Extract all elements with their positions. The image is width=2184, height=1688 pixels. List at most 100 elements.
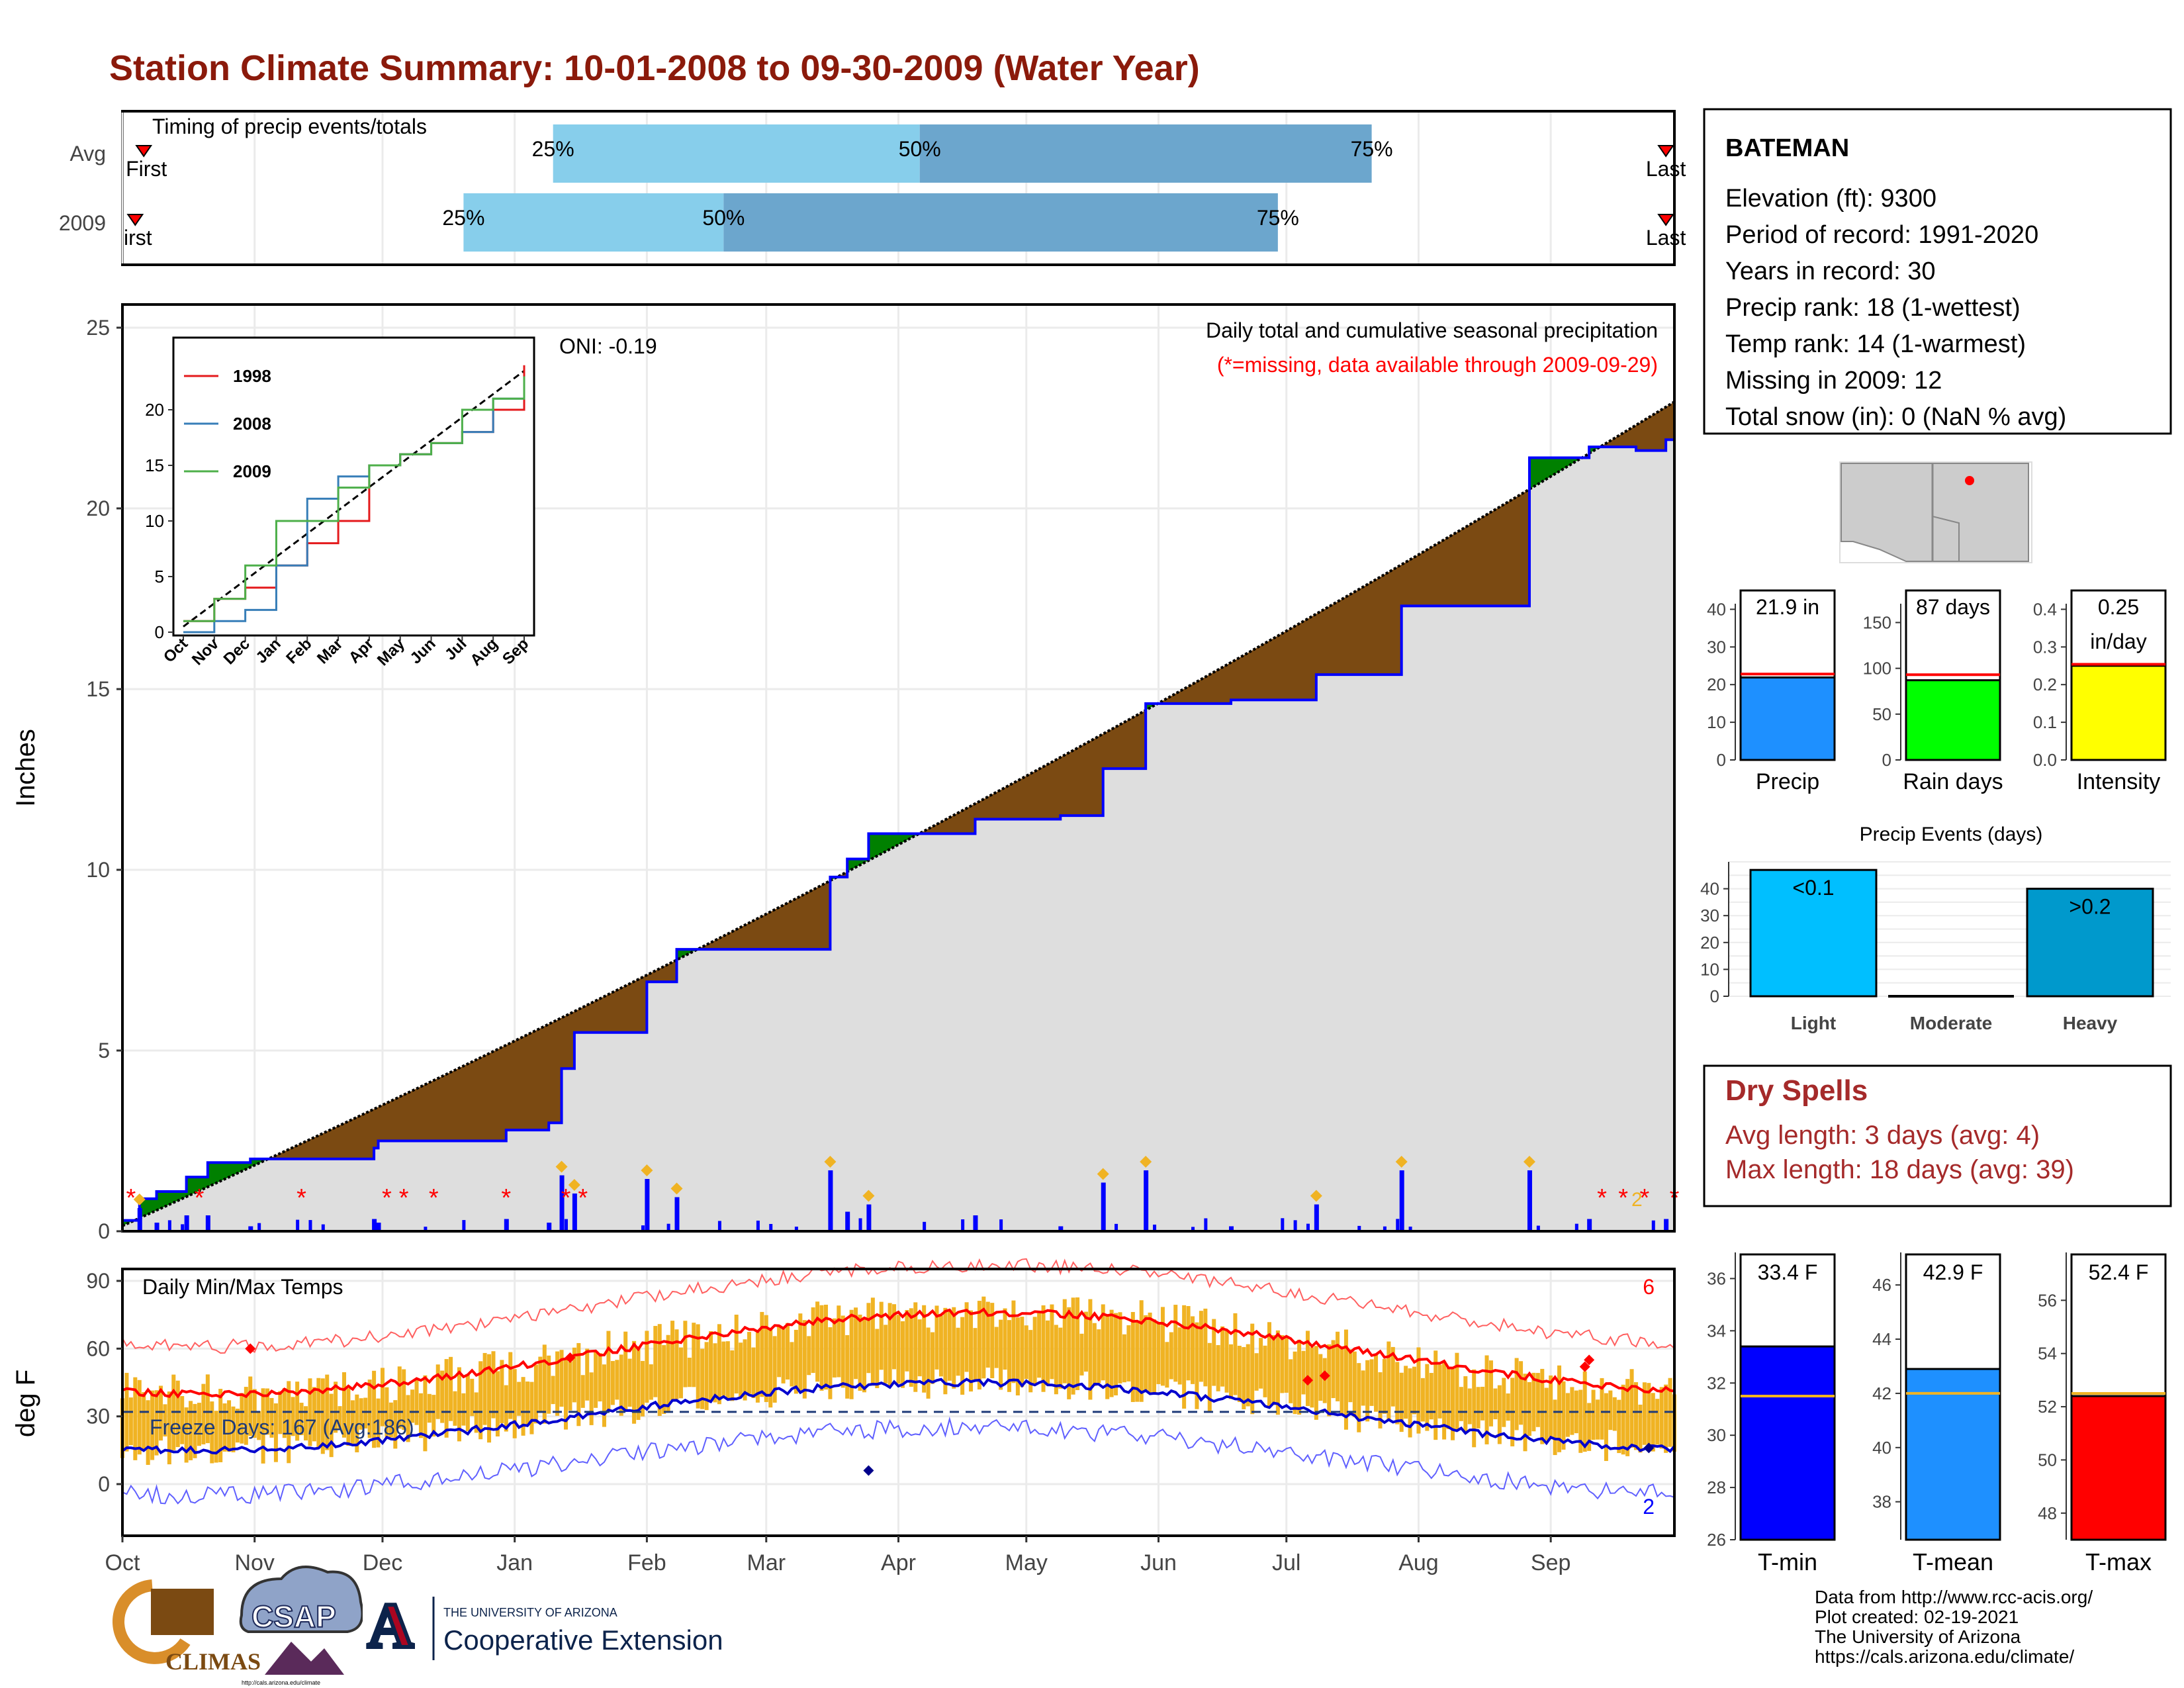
daily-precip-bar bbox=[794, 1227, 798, 1230]
daily-temp-bar bbox=[453, 1391, 457, 1426]
daily-precip-bar bbox=[1587, 1219, 1592, 1230]
daily-temp-bar bbox=[1374, 1354, 1379, 1412]
daily-temp-bar bbox=[832, 1318, 837, 1378]
daily-temp-bar bbox=[402, 1369, 406, 1430]
daily-precip-bar bbox=[1664, 1219, 1669, 1230]
daily-temp-bar bbox=[802, 1320, 807, 1399]
daily-precip-bar bbox=[181, 1224, 185, 1230]
temp-bar-ytick-label: 26 bbox=[1707, 1530, 1726, 1550]
missing-star: * bbox=[382, 1184, 392, 1212]
ua-line1: THE UNIVERSITY OF ARIZONA bbox=[443, 1606, 617, 1619]
daily-temp-bar bbox=[1097, 1329, 1101, 1383]
daily-temp-bar bbox=[478, 1361, 483, 1440]
mini-ytick-label: 20 bbox=[1707, 675, 1726, 694]
temp-bar-ytick-label: 56 bbox=[2038, 1290, 2057, 1310]
missing-star: * bbox=[561, 1184, 571, 1212]
daily-temp-bar bbox=[977, 1301, 981, 1390]
daily-precip-bar bbox=[674, 1197, 680, 1230]
daily-temp-bar bbox=[922, 1305, 927, 1393]
first-event-label: irst bbox=[124, 226, 152, 250]
daily-temp-bar bbox=[1011, 1300, 1016, 1383]
daily-temp-bar bbox=[692, 1323, 696, 1387]
daily-temp-bar bbox=[1519, 1361, 1524, 1425]
daily-temp-bar bbox=[764, 1315, 768, 1403]
daily-temp-bar bbox=[487, 1354, 492, 1443]
month-label: Aug bbox=[1398, 1550, 1439, 1575]
daily-temp-bar bbox=[1352, 1351, 1357, 1417]
temp-title: Daily Min/Max Temps bbox=[142, 1275, 343, 1299]
daily-temp-bar bbox=[1144, 1315, 1148, 1392]
mini-ytick-label: 100 bbox=[1863, 659, 1891, 679]
daily-temp-bar bbox=[261, 1388, 265, 1464]
last-event-label: Last bbox=[1646, 157, 1686, 181]
daily-temp-bar bbox=[823, 1304, 828, 1390]
inset-ytick-label: 0 bbox=[155, 622, 164, 642]
daily-temp-bar bbox=[500, 1360, 504, 1424]
events-title: Precip Events (days) bbox=[1860, 823, 2043, 845]
last-event-marker bbox=[1657, 145, 1675, 158]
daily-temp-bar bbox=[1275, 1330, 1280, 1415]
daily-temp-bar bbox=[542, 1344, 547, 1424]
daily-temp-bar bbox=[772, 1336, 777, 1403]
daily-temp-bar bbox=[1101, 1304, 1105, 1381]
temp-bar-ytick-label: 30 bbox=[1707, 1425, 1726, 1445]
daily-precip-bar bbox=[973, 1215, 978, 1230]
daily-temp-bar bbox=[299, 1403, 304, 1436]
daily-precip-bar bbox=[547, 1223, 552, 1230]
events-ytick-label: 40 bbox=[1700, 879, 1719, 899]
oni-label: ONI: -0.19 bbox=[559, 334, 657, 358]
month-label: Mar bbox=[747, 1550, 786, 1575]
daily-temp-bar bbox=[1549, 1375, 1553, 1437]
heavy-event-diamond bbox=[1395, 1156, 1408, 1168]
daily-temp-bar bbox=[619, 1354, 623, 1416]
precip-ytick-label: 0 bbox=[98, 1219, 110, 1243]
daily-temp-bar bbox=[1203, 1308, 1208, 1387]
mini-bar-value-label: 0.25 bbox=[2098, 595, 2139, 619]
daily-temp-bar bbox=[197, 1403, 201, 1446]
record-low-diamond bbox=[863, 1465, 874, 1476]
temp-ytick-label: 60 bbox=[86, 1336, 110, 1360]
daily-temp-bar bbox=[1156, 1322, 1161, 1384]
daily-temp-bar bbox=[1514, 1358, 1519, 1430]
daily-temp-bar bbox=[1250, 1323, 1255, 1415]
daily-temp-bar bbox=[1118, 1312, 1122, 1383]
temp-bar-ytick-label: 42 bbox=[1872, 1383, 1891, 1403]
daily-temp-bar bbox=[884, 1325, 888, 1383]
daily-temp-bar bbox=[146, 1400, 150, 1465]
mini-ytick-label: 0.2 bbox=[2033, 675, 2057, 694]
daily-precip-bar bbox=[756, 1220, 760, 1230]
footer-line: Data from http://www.rcc-acis.org/ bbox=[1815, 1587, 2093, 1607]
daily-temp-bar bbox=[1122, 1334, 1126, 1383]
daily-temp-bar bbox=[1199, 1311, 1203, 1382]
daily-temp-bar bbox=[662, 1345, 666, 1414]
temp-bar-category: T-min bbox=[1758, 1548, 1817, 1575]
precip-frame bbox=[121, 303, 1676, 1233]
daily-precip-bar bbox=[1191, 1227, 1195, 1230]
inset-legend-label: 1998 bbox=[233, 366, 271, 386]
missing-markers: * * * * * * * * * * * * * bbox=[126, 1184, 1679, 1212]
daily-temp-bar bbox=[533, 1364, 538, 1424]
temp-bar-ytick-label: 28 bbox=[1707, 1477, 1726, 1497]
daily-temp-bar bbox=[1050, 1304, 1054, 1380]
daily-precip-bar bbox=[1396, 1219, 1400, 1230]
daily-temp-bar bbox=[683, 1321, 688, 1387]
daily-temp-bar bbox=[1617, 1399, 1621, 1454]
daily-precip-bar bbox=[1651, 1220, 1655, 1230]
daily-temp-bar bbox=[269, 1397, 274, 1438]
daily-temp-bar bbox=[312, 1387, 316, 1442]
daily-temp-bar bbox=[1340, 1346, 1344, 1416]
missing-star: * bbox=[501, 1184, 511, 1212]
daily-temp-bar bbox=[214, 1411, 218, 1463]
month-label: Apr bbox=[881, 1550, 916, 1575]
mini-ytick-label: 10 bbox=[1707, 712, 1726, 732]
daily-temp-bar bbox=[811, 1307, 815, 1374]
heavy-event-diamond bbox=[641, 1164, 653, 1176]
daily-temp-bar bbox=[359, 1398, 363, 1430]
daily-temp-bar bbox=[819, 1305, 824, 1391]
daily-temp-bar bbox=[427, 1393, 432, 1423]
mini-ytick-label: 40 bbox=[1707, 599, 1726, 619]
mini-ytick-label: 30 bbox=[1707, 637, 1726, 657]
daily-precip-bar bbox=[321, 1224, 325, 1230]
dry-spells-box: Dry Spells Avg length: 3 days (avg: 4) M… bbox=[1703, 1064, 2172, 1207]
daily-temp-bar bbox=[423, 1375, 428, 1452]
